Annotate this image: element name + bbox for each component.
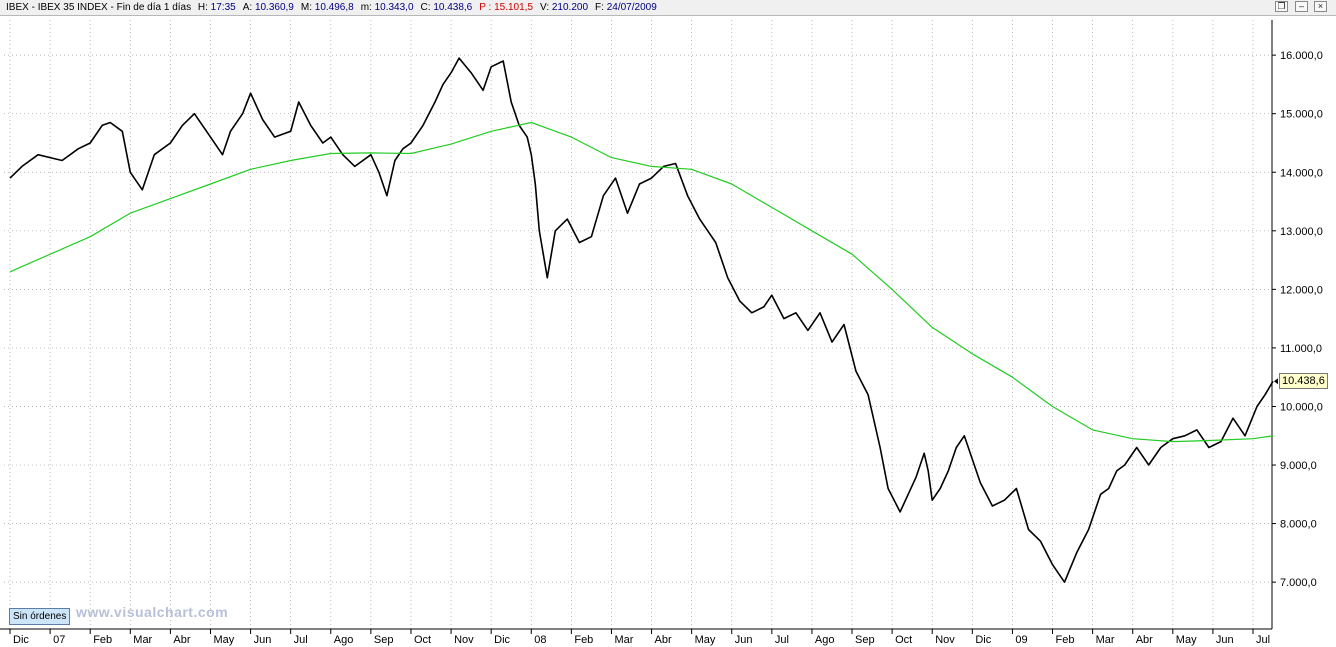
close-window-button[interactable]: ×: [1314, 1, 1327, 12]
y-tick-label: 15.000,0: [1280, 109, 1323, 121]
x-tick-label: Ago: [815, 634, 835, 646]
x-tick-label: Dic: [13, 634, 29, 646]
x-tick-label: Mar: [1096, 634, 1115, 646]
x-tick-label: Dic: [975, 634, 991, 646]
watermark-text: www.visualchart.com: [76, 604, 229, 620]
readout-value: 10.438,6: [433, 2, 473, 13]
symbol-code: IBEX: [6, 2, 29, 13]
moving-average-line: [9, 121, 1274, 443]
x-tick-label: Jul: [294, 634, 308, 646]
y-tick-label: 12.000,0: [1280, 284, 1323, 296]
x-tick-label: 08: [534, 634, 546, 646]
x-tick-label: Feb: [93, 634, 112, 646]
readout-label: V:: [540, 2, 552, 13]
y-axis-ticks: 7.000,0 8.000,0 9.000,0 10.000,0 11.000,0 12.…: [1272, 50, 1323, 589]
x-tick-label: Abr: [1136, 634, 1153, 646]
readout-label: M:: [300, 2, 315, 13]
readout-value: 15.101,5: [494, 2, 534, 13]
x-tick-label: May: [213, 634, 234, 646]
x-axis-ticks: Dic 07 Feb Mar Abr May Jun Jul Ago Sep Oct Nov Dic 08…: [9, 629, 1270, 646]
x-tick-label: Dic: [494, 634, 510, 646]
minimize-window-button[interactable]: ‒: [1295, 1, 1308, 12]
y-tick-label: 10.000,0: [1280, 401, 1323, 413]
x-tick-label: May: [1176, 634, 1197, 646]
restore-window-button[interactable]: ❐: [1275, 1, 1288, 12]
last-price-badge: 10.438,6: [1279, 373, 1328, 390]
orders-status-button[interactable]: Sin órdenes: [9, 608, 71, 625]
x-tick-label: Nov: [935, 634, 955, 646]
readout-value: 210.200: [551, 2, 589, 13]
x-tick-label: Jul: [775, 634, 789, 646]
readout-label: m:: [360, 2, 375, 13]
x-tick-label: 07: [53, 634, 65, 646]
y-tick-label: 11.000,0: [1280, 343, 1322, 355]
instrument-name: IBEX 35 INDEX: [37, 2, 108, 13]
readout-value: 10.496,8: [314, 2, 354, 13]
chart-title-bar: IBEX - IBEX 35 INDEX - Fin de día 1 días…: [0, 0, 1336, 16]
y-tick-label: 7.000,0: [1280, 577, 1317, 589]
readout-label: F:: [595, 2, 607, 13]
x-tick-label: Mar: [133, 634, 152, 646]
y-tick-label: 13.000,0: [1280, 226, 1323, 238]
y-tick-label: 8.000,0: [1280, 519, 1317, 531]
readout-label: H:: [197, 2, 211, 13]
x-tick-label: Ago: [334, 634, 354, 646]
last-price-pointer: [1274, 378, 1278, 385]
price-chart[interactable]: 7.000,0 8.000,0 9.000,0 10.000,0 11.000,0 12.…: [0, 16, 1336, 647]
y-tick-label: 9.000,0: [1280, 460, 1317, 472]
readout-value: 10.343,0: [374, 2, 414, 13]
x-tick-label: Jun: [254, 634, 272, 646]
x-tick-label: Jul: [1256, 634, 1270, 646]
x-tick-label: May: [695, 634, 716, 646]
x-tick-label: 09: [1015, 634, 1027, 646]
readout-value: 10.360,9: [254, 2, 294, 13]
x-tick-label: Jun: [735, 634, 753, 646]
chart-series: [9, 57, 1274, 584]
x-tick-label: Feb: [574, 634, 593, 646]
ohlc-readout: H: 17:35 A: 10.360,9 M: 10.496,8 m: 10.343,…: [194, 2, 657, 13]
timeframe-label: Fin de día 1 días: [116, 2, 192, 13]
price-series-line: [9, 57, 1274, 584]
readout-label: P :: [479, 2, 495, 13]
x-tick-label: Abr: [173, 634, 190, 646]
chart-axes: [0, 20, 1278, 630]
x-tick-label: Oct: [895, 634, 912, 646]
x-tick-label: Sep: [855, 634, 875, 646]
readout-label: A:: [242, 2, 255, 13]
x-tick-label: Jun: [1216, 634, 1234, 646]
x-tick-label: Abr: [655, 634, 672, 646]
y-tick-label: 14.000,0: [1280, 167, 1323, 179]
x-tick-label: Sep: [374, 634, 394, 646]
x-tick-label: Oct: [414, 634, 431, 646]
x-tick-label: Feb: [1056, 634, 1075, 646]
chart-grid: [4, 20, 1272, 629]
readout-value: 17:35: [210, 2, 236, 13]
y-tick-label: 16.000,0: [1280, 50, 1323, 62]
x-tick-label: Nov: [454, 634, 474, 646]
x-tick-label: Mar: [614, 634, 633, 646]
readout-value: 24/07/2009: [606, 2, 657, 13]
readout-label: C:: [420, 2, 434, 13]
